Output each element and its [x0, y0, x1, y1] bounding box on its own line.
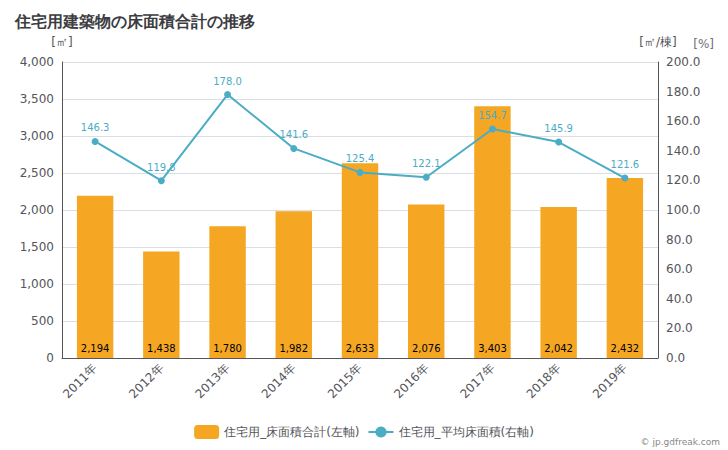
svg-text:120.0: 120.0	[666, 173, 700, 187]
svg-text:2014年: 2014年	[259, 361, 299, 401]
svg-text:500: 500	[31, 314, 54, 328]
svg-text:146.3: 146.3	[81, 122, 110, 133]
svg-text:80.0: 80.0	[666, 233, 693, 247]
svg-text:3,000: 3,000	[20, 129, 54, 143]
svg-text:住宅用_床面積合計(左軸): 住宅用_床面積合計(左軸)	[223, 425, 359, 439]
svg-text:154.7: 154.7	[478, 110, 507, 121]
svg-text:0.0: 0.0	[666, 351, 685, 365]
svg-text:178.0: 178.0	[213, 76, 242, 87]
svg-text:1,982: 1,982	[279, 343, 308, 354]
svg-text:1,500: 1,500	[20, 240, 54, 254]
svg-text:4,000: 4,000	[20, 55, 54, 69]
svg-text:121.6: 121.6	[611, 159, 640, 170]
svg-text:2,633: 2,633	[346, 343, 375, 354]
svg-text:2,500: 2,500	[20, 166, 54, 180]
svg-text:2,042: 2,042	[544, 343, 573, 354]
svg-text:200.0: 200.0	[666, 55, 700, 69]
svg-text:2,076: 2,076	[412, 343, 441, 354]
svg-text:180.0: 180.0	[666, 85, 700, 99]
svg-text:2012年: 2012年	[126, 361, 166, 401]
svg-text:2016年: 2016年	[391, 361, 431, 401]
svg-text:2017年: 2017年	[457, 361, 497, 401]
svg-text:100.0: 100.0	[666, 203, 700, 217]
svg-text:0: 0	[46, 351, 54, 365]
svg-text:140.0: 140.0	[666, 144, 700, 158]
svg-text:住宅用建築物の床面積合計の推移: 住宅用建築物の床面積合計の推移	[14, 12, 255, 31]
svg-text:3,500: 3,500	[20, 92, 54, 106]
svg-text:[%]: [%]	[693, 37, 714, 51]
svg-text:2018年: 2018年	[524, 361, 564, 401]
svg-text:2019年: 2019年	[590, 361, 630, 401]
svg-text:40.0: 40.0	[666, 292, 693, 306]
svg-text:2,000: 2,000	[20, 203, 54, 217]
svg-text:© jp.gdfreak.com: © jp.gdfreak.com	[641, 437, 720, 447]
svg-text:2,194: 2,194	[81, 343, 110, 354]
svg-text:2011年: 2011年	[60, 361, 100, 401]
svg-text:145.9: 145.9	[544, 123, 573, 134]
svg-text:3,403: 3,403	[478, 343, 507, 354]
svg-text:住宅用_平均床面積(右軸): 住宅用_平均床面積(右軸)	[398, 425, 534, 439]
svg-text:2015年: 2015年	[325, 361, 365, 401]
svg-text:125.4: 125.4	[346, 153, 375, 164]
svg-text:20.0: 20.0	[666, 321, 693, 335]
svg-text:2013年: 2013年	[193, 361, 233, 401]
svg-text:60.0: 60.0	[666, 262, 693, 276]
svg-text:1,780: 1,780	[213, 343, 242, 354]
svg-text:2,432: 2,432	[611, 343, 640, 354]
svg-text:[㎡]: [㎡]	[51, 35, 72, 49]
svg-text:1,000: 1,000	[20, 277, 54, 291]
svg-text:160.0: 160.0	[666, 114, 700, 128]
svg-text:141.6: 141.6	[279, 129, 308, 140]
svg-text:1,438: 1,438	[147, 343, 176, 354]
svg-text:[㎡/棟]: [㎡/棟]	[639, 35, 676, 49]
svg-text:119.8: 119.8	[147, 162, 176, 173]
svg-text:122.1: 122.1	[412, 158, 441, 169]
